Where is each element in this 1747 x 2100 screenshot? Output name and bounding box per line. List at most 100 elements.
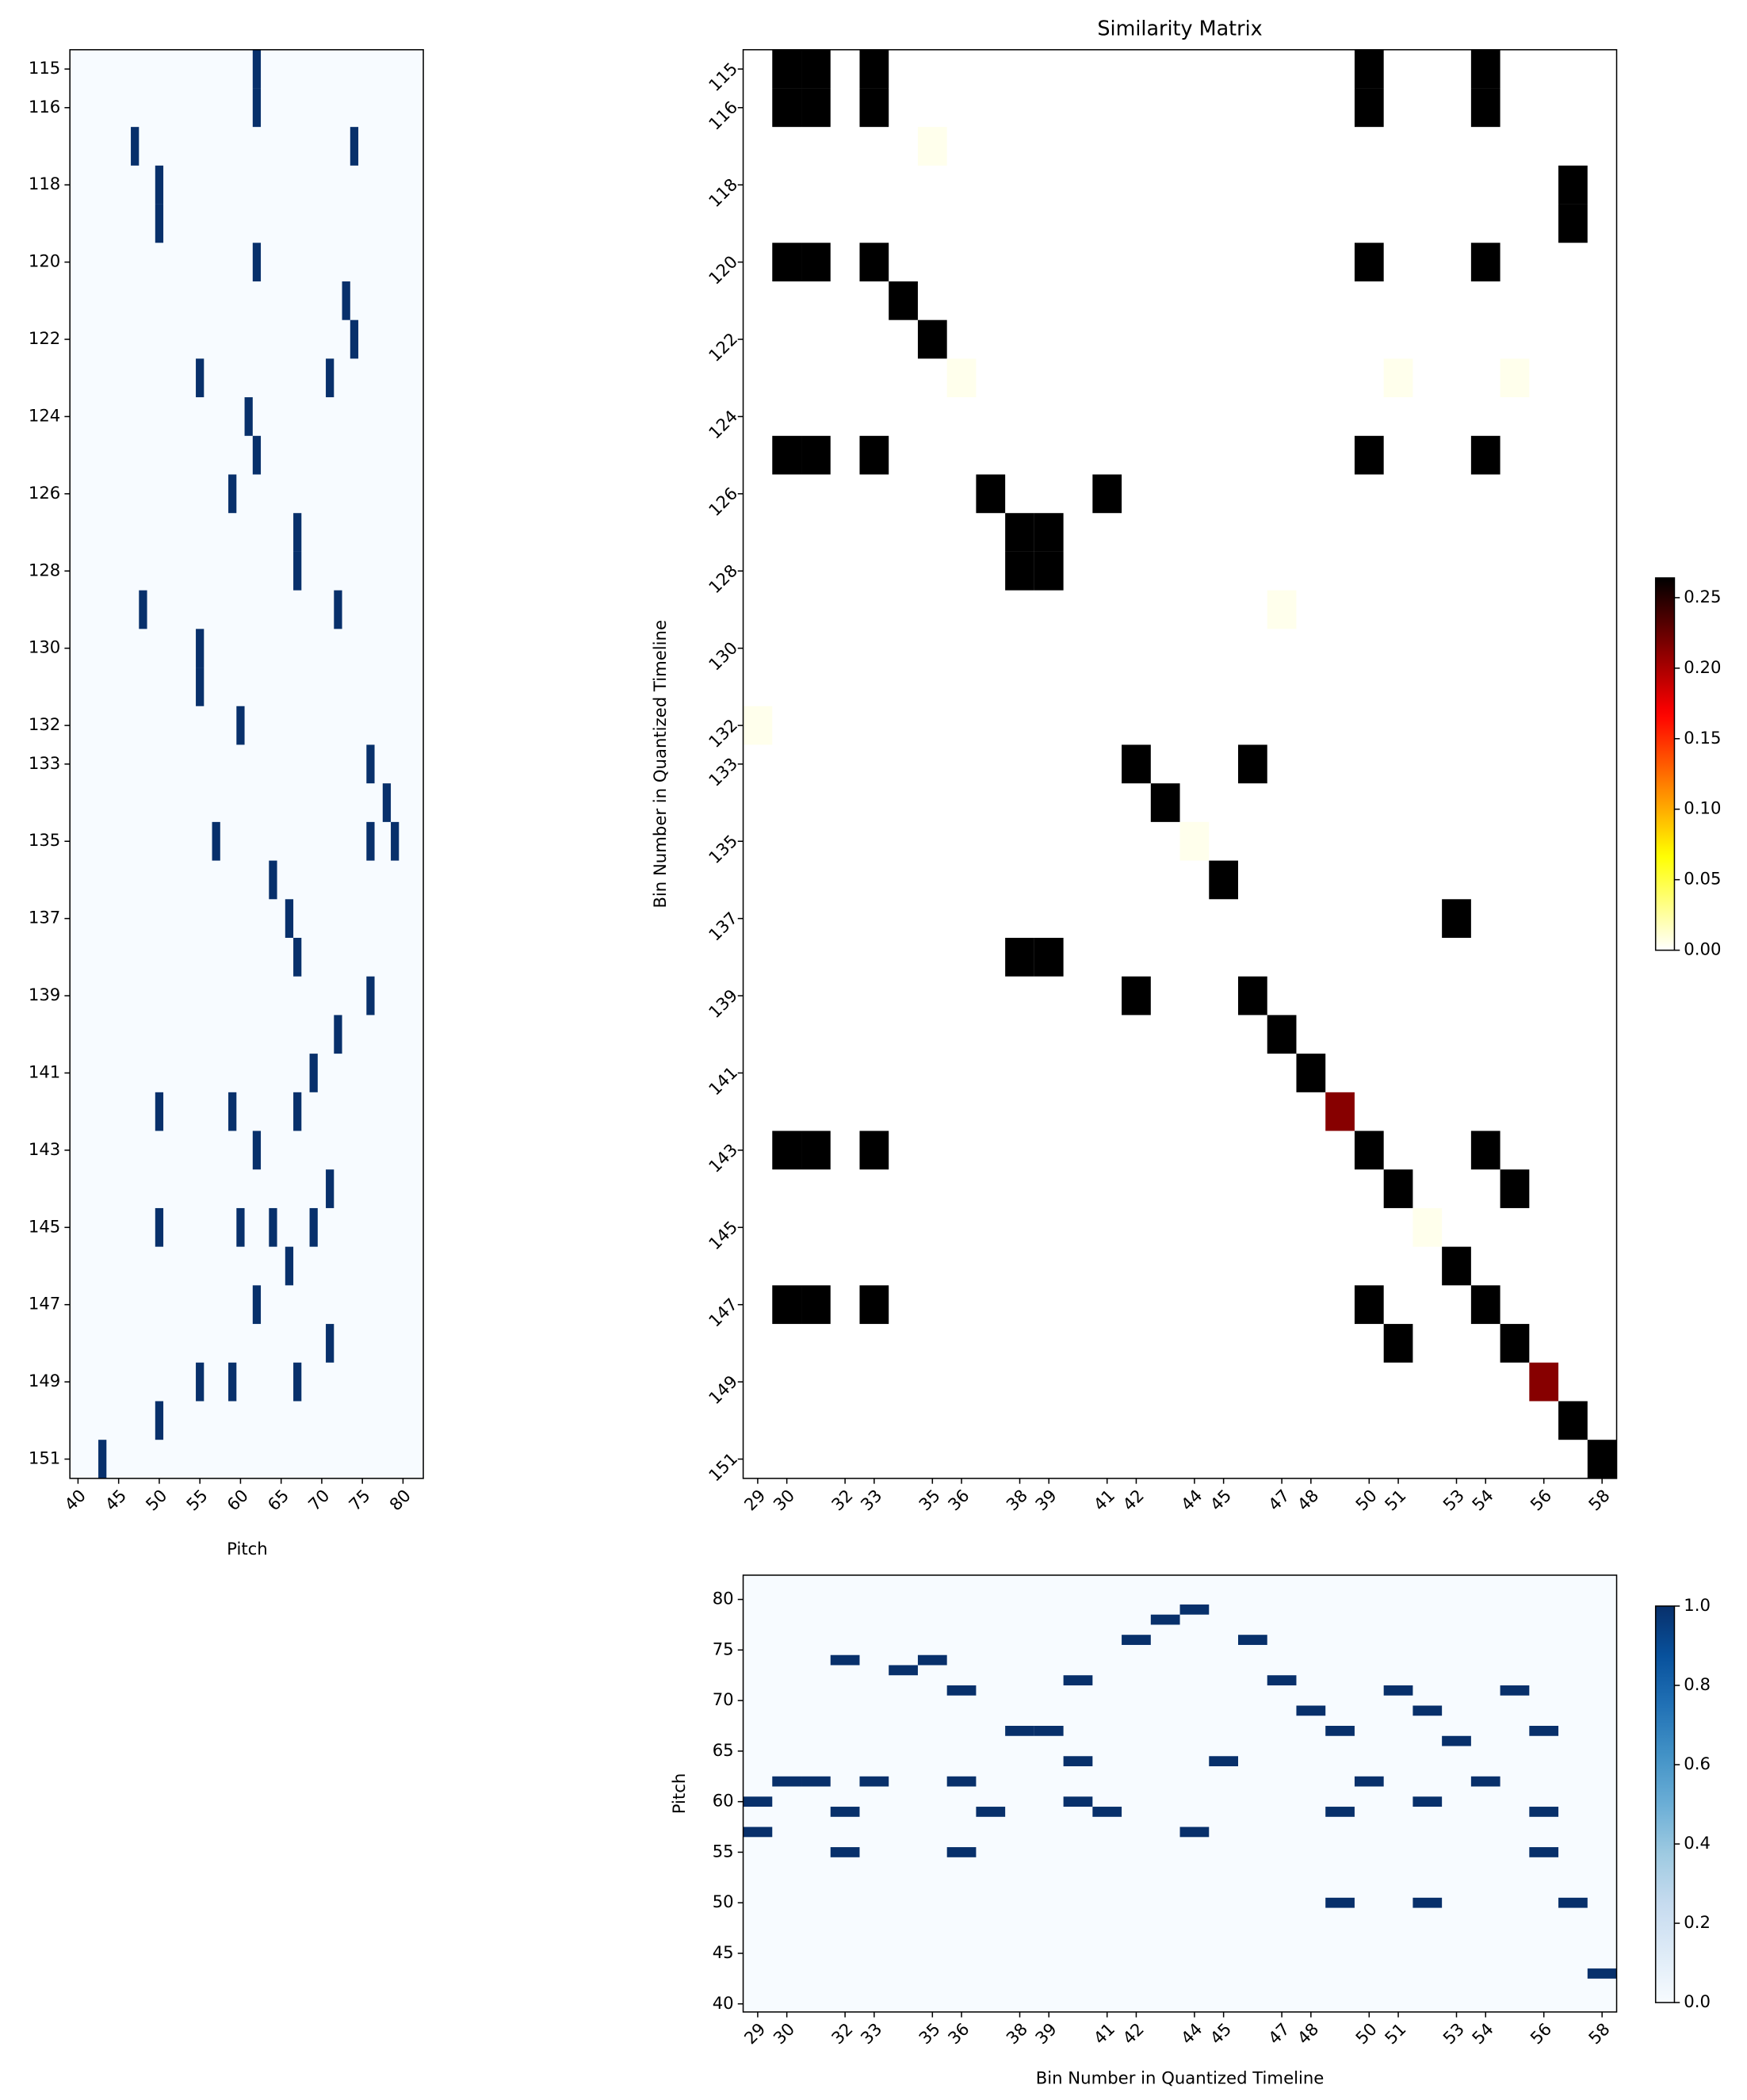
x-tick-label: 70 — [304, 1486, 334, 1515]
cell — [1470, 1285, 1500, 1325]
y-tick-label: 120 — [705, 251, 741, 288]
note — [1063, 1796, 1093, 1807]
y-tick-label: 80 — [713, 1589, 734, 1608]
cell — [1500, 1169, 1530, 1208]
note — [196, 629, 205, 668]
y-tick-label: 149 — [705, 1371, 741, 1408]
colorbar-tick-label: 0.0 — [1684, 1991, 1711, 2011]
y-axis-label: Bin Number in Quantized Timeline — [650, 620, 670, 908]
y-tick-label: 149 — [29, 1371, 60, 1390]
x-tick-label: 36 — [944, 2019, 973, 2048]
y-tick-label: 115 — [29, 58, 60, 78]
note — [976, 1807, 1006, 1817]
cell — [1470, 243, 1500, 281]
chart-title: Similarity Matrix — [1097, 16, 1262, 40]
note — [889, 1665, 918, 1676]
note — [350, 127, 359, 166]
colorbar-tick-label: 0.8 — [1684, 1674, 1711, 1694]
colorbar-tick-label: 0.05 — [1684, 869, 1721, 889]
note — [1354, 1776, 1384, 1787]
note — [236, 706, 245, 745]
cell — [1238, 744, 1267, 784]
note — [1238, 1635, 1267, 1645]
note — [252, 243, 262, 281]
note — [801, 1776, 831, 1787]
note — [391, 821, 399, 861]
colorbar-tick-label: 0.15 — [1684, 728, 1721, 748]
note — [1063, 1675, 1093, 1685]
y-tick-label: 141 — [29, 1061, 60, 1081]
note — [309, 1054, 318, 1092]
note — [342, 281, 350, 320]
colorbar-tick-label: 0.25 — [1684, 587, 1721, 606]
cell — [1470, 49, 1500, 89]
cell — [801, 1285, 831, 1325]
note — [228, 1362, 237, 1402]
cell — [772, 1130, 802, 1170]
note — [139, 590, 147, 629]
colorbar-tick-label: 0.20 — [1684, 657, 1721, 677]
cell — [1383, 1324, 1413, 1363]
note — [743, 1827, 773, 1838]
note — [212, 821, 220, 861]
y-axis-label: Pitch — [669, 1773, 689, 1815]
y-tick-label: 60 — [713, 1791, 734, 1811]
cell — [1558, 204, 1588, 243]
cell — [1413, 1207, 1443, 1247]
note — [285, 899, 294, 938]
x-tick-label: 56 — [1527, 2019, 1556, 2048]
x-tick-label: 45 — [1206, 2019, 1235, 2048]
note — [1296, 1705, 1326, 1716]
x-tick-label: 41 — [1090, 2019, 1119, 2048]
cell — [1267, 590, 1297, 629]
x-axis-label: Bin Number in Quantized Timeline — [1036, 2068, 1325, 2088]
note — [196, 358, 205, 398]
x-axis-label: Pitch — [227, 1539, 268, 1559]
y-tick-label: 135 — [705, 831, 741, 867]
x-tick-label: 30 — [769, 1486, 798, 1515]
y-tick-label: 70 — [713, 1689, 734, 1709]
y-tick-label: 40 — [713, 1993, 734, 2013]
note — [366, 821, 375, 861]
x-tick-label: 48 — [1294, 1486, 1323, 1515]
y-tick-label: 124 — [29, 405, 60, 425]
note — [946, 1685, 977, 1696]
cell — [1150, 783, 1180, 822]
note — [334, 1015, 342, 1054]
x-tick-label: 58 — [1585, 2019, 1614, 2048]
y-tick-label: 133 — [705, 754, 741, 790]
cell — [772, 435, 802, 475]
cell — [1122, 976, 1151, 1016]
x-tick-label: 58 — [1585, 1486, 1614, 1515]
x-tick-label: 38 — [1002, 1486, 1031, 1515]
note — [326, 1324, 334, 1363]
y-tick-label: 126 — [705, 484, 741, 520]
cell — [1034, 551, 1064, 591]
note — [293, 551, 302, 591]
cell — [1442, 899, 1471, 938]
cell — [1383, 358, 1413, 398]
note — [743, 1796, 773, 1807]
cell — [1500, 1324, 1530, 1363]
colorbar-tick-label: 1.0 — [1684, 1595, 1711, 1615]
cell — [743, 706, 773, 745]
note — [1413, 1897, 1443, 1908]
note — [366, 976, 375, 1016]
cell — [1238, 976, 1267, 1016]
cell — [1209, 860, 1239, 900]
cell — [1354, 49, 1384, 89]
y-tick-label: 75 — [713, 1639, 734, 1658]
colorbar-tick-label: 0.6 — [1684, 1754, 1711, 1773]
x-tick-label: 75 — [345, 1486, 374, 1515]
x-tick-label: 44 — [1177, 2019, 1206, 2048]
x-tick-label: 45 — [1206, 1486, 1235, 1515]
plot-background — [70, 49, 424, 1478]
cell — [1005, 513, 1034, 552]
cell — [1383, 1169, 1413, 1208]
y-tick-label: 65 — [713, 1740, 734, 1760]
note — [1209, 1756, 1239, 1767]
note — [1179, 1604, 1210, 1615]
cell — [859, 1130, 889, 1170]
x-tick-label: 47 — [1264, 2019, 1294, 2048]
cell — [859, 243, 889, 281]
